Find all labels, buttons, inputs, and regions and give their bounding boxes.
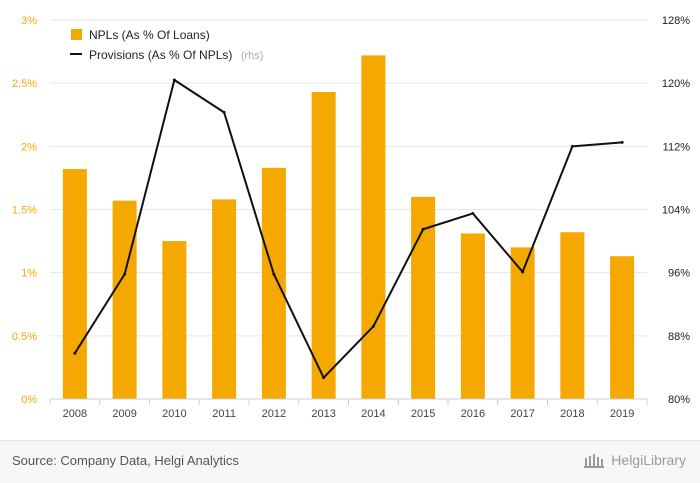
bar: [162, 241, 187, 399]
line-point: [471, 211, 475, 215]
bar: [460, 233, 485, 399]
y-left-tick-label: 0.5%: [12, 331, 37, 343]
brand-logo[interactable]: HelgiLibrary: [583, 451, 686, 469]
y-right-tick-label: 112%: [663, 141, 691, 153]
chart-svg: 0% 0.5% 1% 1.5% 2% 2.5% 3% 80% 88% 96% 104% 112% 12…: [12, 15, 690, 420]
legend-label-provisions-name: Provisions (As % Of NPLs): [89, 48, 232, 62]
line-point: [222, 110, 226, 114]
bar: [610, 256, 635, 399]
line-point: [570, 144, 574, 148]
line-point: [421, 227, 425, 231]
y-axis-left: 0% 0.5% 1% 1.5% 2% 2.5% 3%: [12, 15, 37, 406]
bar: [560, 232, 585, 399]
legend-swatch-npls: [71, 29, 82, 40]
line-path: [74, 79, 623, 379]
line-point: [172, 78, 176, 82]
chart: 0% 0.5% 1% 1.5% 2% 2.5% 3% 80% 88% 96% 104% 112% 12…: [12, 15, 690, 420]
legend-label-provisions-suffix: (rhs): [241, 50, 264, 62]
source-note: Source: Company Data, Helgi Analytics: [12, 453, 239, 468]
line-point: [620, 140, 624, 144]
line-point: [521, 270, 525, 274]
x-axis: 2008 2009 2010 2011 2012 2013 2014 2015 2016 2017…: [49, 398, 648, 420]
y-right-tick-label: 104%: [662, 205, 690, 217]
brand-name: HelgiLibrary: [611, 452, 686, 468]
footer: Source: Company Data, Helgi Analytics He…: [0, 440, 700, 483]
x-tick-label: 2009: [112, 408, 136, 420]
y-right-tick-label: 120%: [662, 78, 690, 90]
line-point: [371, 324, 375, 328]
y-right-tick-label: 80%: [668, 394, 690, 406]
legend-item-npls[interactable]: NPLs (As % Of Loans): [71, 28, 210, 42]
library-building-icon: [583, 451, 605, 469]
bar: [311, 92, 336, 399]
y-left-tick-label: 0%: [21, 394, 37, 406]
bar: [261, 167, 286, 399]
grid: [50, 19, 647, 337]
x-tick-label: 2012: [262, 408, 286, 420]
line-series: [73, 78, 624, 380]
x-tick-label: 2017: [510, 408, 534, 420]
bar: [112, 200, 137, 399]
y-left-tick-label: 2%: [21, 141, 37, 153]
x-tick-label: 2019: [610, 408, 634, 420]
y-left-tick-label: 2.5%: [12, 78, 37, 90]
x-tick-label: 2014: [361, 408, 385, 420]
x-tick-label: 2016: [461, 408, 485, 420]
line-point: [322, 376, 326, 380]
x-tick-label: 2011: [212, 408, 236, 420]
legend-item-provisions[interactable]: Provisions (As % Of NPLs) (rhs): [70, 46, 263, 63]
bar-series: [62, 55, 635, 400]
legend-label-npls: NPLs (As % Of Loans): [89, 28, 210, 42]
x-tick-label: 2013: [311, 408, 335, 420]
y-left-tick-label: 3%: [21, 15, 37, 27]
line-point: [123, 272, 127, 276]
y-right-tick-label: 128%: [662, 15, 690, 27]
x-tick-label: 2015: [411, 408, 435, 420]
bar: [361, 55, 386, 400]
y-axis-right: 80% 88% 96% 104% 112% 120% 128%: [662, 15, 690, 406]
y-left-tick-label: 1%: [21, 268, 37, 280]
x-tick-label: 2008: [63, 408, 87, 420]
bar: [62, 169, 87, 399]
x-tick-label: 2018: [560, 408, 584, 420]
y-right-tick-label: 88%: [668, 331, 690, 343]
bar: [212, 199, 237, 399]
line-point: [272, 272, 276, 276]
line-point: [73, 351, 77, 355]
legend[interactable]: NPLs (As % Of Loans) Provisions (As % Of…: [70, 28, 263, 63]
y-left-tick-label: 1.5%: [12, 205, 37, 217]
x-tick-label: 2010: [162, 408, 186, 420]
legend-label-provisions: Provisions (As % Of NPLs) (rhs): [89, 46, 263, 63]
y-right-tick-label: 96%: [668, 268, 690, 280]
